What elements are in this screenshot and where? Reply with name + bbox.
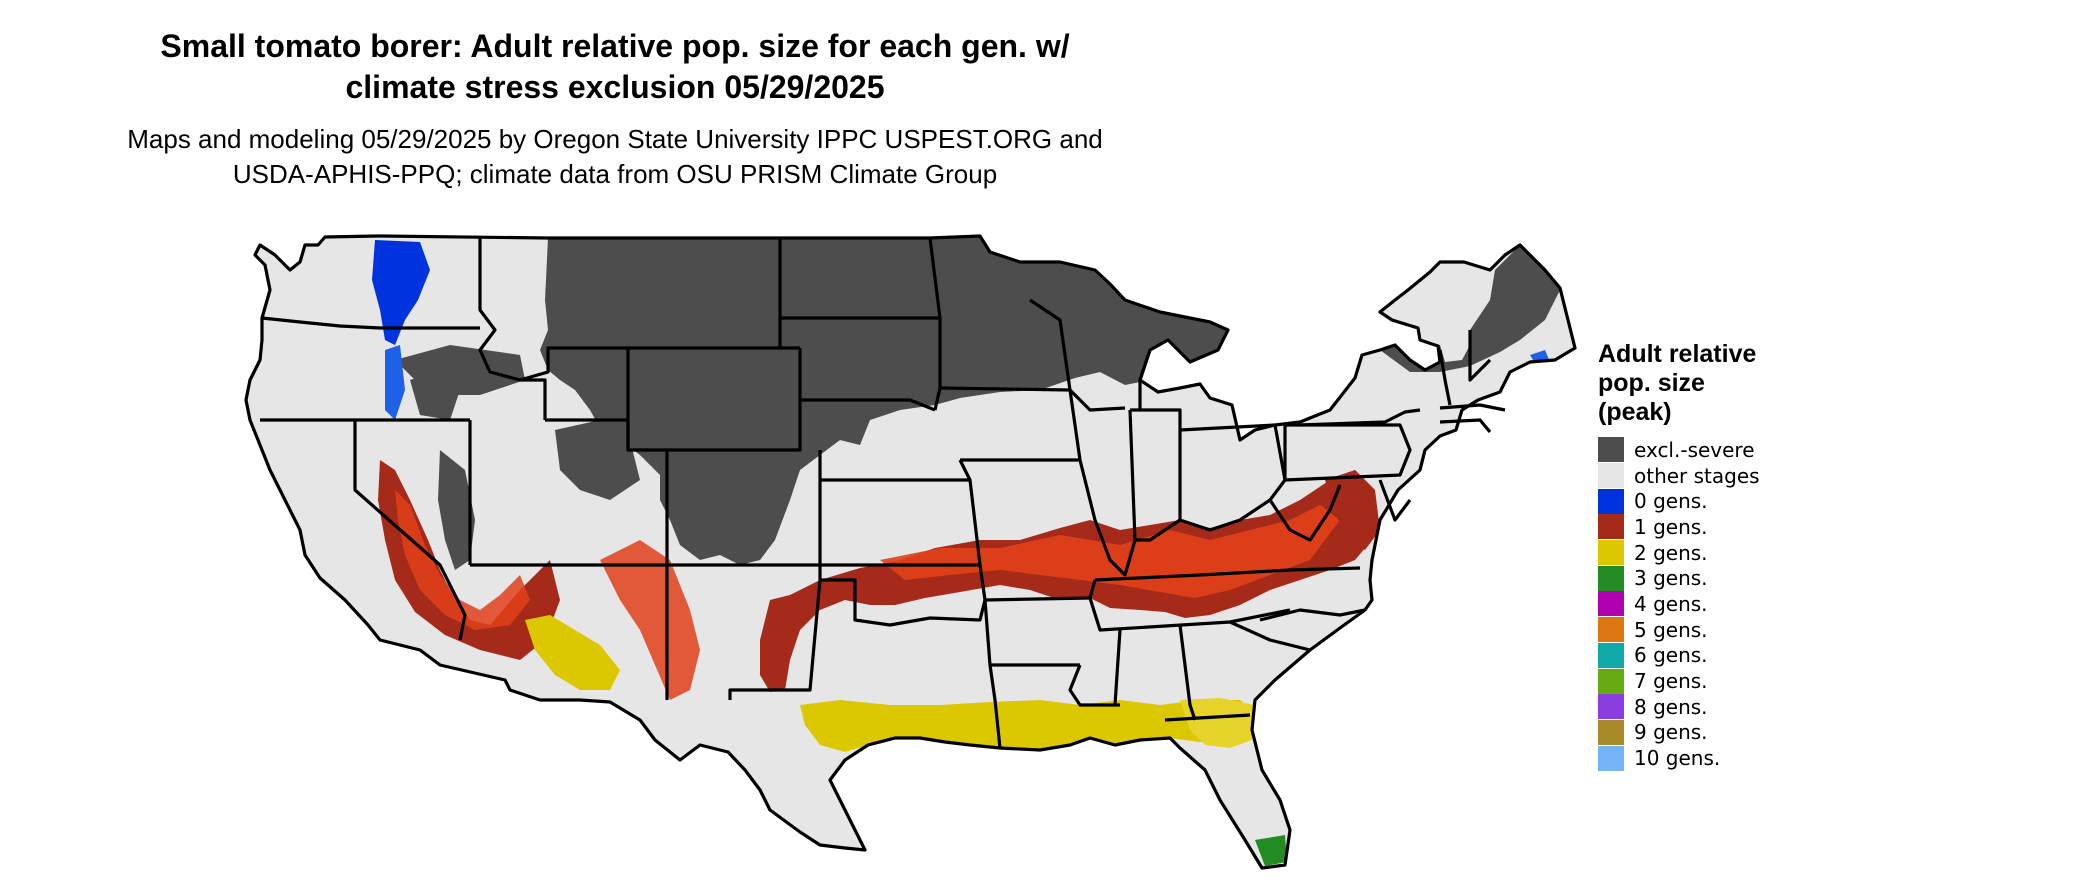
excl-severe-idaho-patch	[395, 345, 525, 395]
us-map	[244, 234, 1577, 870]
legend-item: other stages	[1598, 463, 1798, 489]
state-boundaries	[244, 234, 1577, 870]
legend-item: 2 gens.	[1598, 540, 1798, 566]
zero-gens-cascades	[372, 240, 430, 345]
legend-label: 3 gens.	[1634, 566, 1708, 591]
border-nc-sc	[1259, 608, 1366, 622]
legend-swatch	[1598, 591, 1624, 617]
three-gens-florida	[1255, 835, 1287, 866]
border-mi-lower	[1138, 349, 1152, 410]
one-gen-california-orange	[395, 490, 530, 630]
legend-label: other stages	[1634, 463, 1760, 488]
legend-label: excl.-severe	[1634, 437, 1755, 462]
border-sd-ne	[800, 398, 936, 412]
border-vt-nh	[1438, 349, 1452, 406]
border-ok-tx	[820, 578, 987, 627]
border-nh-me	[1468, 330, 1492, 382]
border-mo-west	[958, 459, 987, 601]
legend-title-line-1: Adult relative	[1598, 340, 1757, 368]
legend-swatch	[1598, 437, 1624, 463]
legend-swatch	[1598, 694, 1624, 720]
border-ky-tn	[1094, 566, 1361, 582]
border-ca-nv	[353, 420, 467, 641]
legend-swatch	[1598, 617, 1624, 643]
legend-item: 5 gens.	[1598, 617, 1798, 643]
map-title: Small tomato borer: Adult relative pop. …	[0, 26, 1236, 108]
legend-items: excl.-severe other stages 0 gens. 1 gens. 2 …	[1598, 437, 1798, 771]
excl-severe-utah-patch	[555, 420, 640, 500]
legend-item: 0 gens.	[1598, 488, 1798, 514]
border-mn-ia	[939, 386, 1071, 392]
legend-swatch	[1598, 463, 1624, 489]
legend-label: 2 gens.	[1634, 540, 1708, 565]
legend-swatch	[1598, 540, 1624, 566]
legend-item: 9 gens.	[1598, 719, 1798, 746]
legend-label: 9 gens.	[1634, 720, 1708, 745]
border-al-ga	[1178, 624, 1197, 721]
border-ut-co	[545, 418, 630, 450]
legend-item: 1 gens.	[1598, 514, 1798, 540]
border-ga-sc	[1229, 620, 1311, 652]
border-nm-tx	[728, 565, 822, 700]
legend-title: Adult relative pop. size (peak)	[1598, 340, 1798, 427]
border-id	[478, 238, 547, 420]
legend-label: 5 gens.	[1634, 617, 1708, 642]
legend-item: excl.-severe	[1598, 437, 1798, 463]
border-ny-south	[1299, 408, 1421, 427]
legend-label: 0 gens.	[1634, 489, 1708, 514]
legend-swatch	[1598, 642, 1624, 668]
map-subtitle-line-2: USDA-APHIS-PPQ; climate data from OSU PR…	[232, 159, 998, 189]
legend-item: 7 gens.	[1598, 668, 1798, 694]
legend-swatch	[1598, 514, 1624, 540]
legend-label: 7 gens.	[1634, 669, 1708, 694]
legend-title-line-3: (peak)	[1598, 398, 1672, 426]
excl-severe-newengland	[1380, 245, 1560, 372]
legend-item: 6 gens.	[1598, 642, 1798, 669]
legend-item: 3 gens.	[1598, 565, 1798, 591]
three-gens-texas	[890, 840, 905, 852]
legend-label: 8 gens.	[1634, 694, 1708, 719]
excl-severe-nevada-patch	[438, 450, 475, 570]
border-wv-va	[1268, 484, 1342, 542]
legend-label: 6 gens.	[1634, 643, 1708, 668]
legend-swatch	[1598, 668, 1624, 694]
border-dakotas-west	[778, 238, 800, 350]
border-pa	[1283, 423, 1412, 482]
border-ga-fl	[1164, 713, 1251, 722]
map-subtitle-line-1: Maps and modeling 05/29/2025 by Oregon S…	[127, 124, 1103, 154]
legend-swatch	[1598, 565, 1624, 591]
border-ar-ok	[983, 599, 1002, 749]
map-title-line-1: Small tomato borer: Adult relative pop. …	[160, 28, 1070, 64]
legend-swatch	[1598, 719, 1624, 745]
map-title-line-2: climate stress exclusion 05/29/2025	[345, 69, 885, 105]
legend-swatch	[1598, 488, 1624, 514]
legend-item: 4 gens.	[1598, 591, 1798, 617]
border-tn-south	[1088, 597, 1291, 632]
legend-title-line-2: pop. size	[1598, 369, 1705, 397]
two-gens-arizona	[525, 615, 620, 690]
two-gens-florida-north	[1180, 698, 1255, 748]
border-la-ms	[1068, 664, 1120, 707]
border-ma	[1439, 403, 1506, 412]
legend-item: 8 gens.	[1598, 694, 1798, 720]
legend-swatch	[1598, 745, 1624, 771]
zero-gens-oregon	[385, 345, 405, 420]
one-gen-southwest	[600, 540, 700, 700]
legend-label: 4 gens.	[1634, 591, 1708, 616]
border-md-de	[1378, 479, 1412, 522]
border-wa-or	[261, 316, 480, 330]
legend-label: 10 gens.	[1634, 746, 1721, 771]
border-co	[665, 450, 822, 567]
map-subtitle: Maps and modeling 05/29/2025 by Oregon S…	[0, 122, 1236, 192]
border-mt-south	[519, 346, 780, 382]
legend-item: 10 gens.	[1598, 745, 1798, 771]
border-ct-ri	[1439, 418, 1492, 434]
border-mn-east	[928, 237, 942, 411]
map-legend: Adult relative pop. size (peak) excl.-se…	[1598, 340, 1798, 771]
legend-label: 1 gens.	[1634, 514, 1708, 539]
border-ms-al	[1113, 629, 1122, 706]
